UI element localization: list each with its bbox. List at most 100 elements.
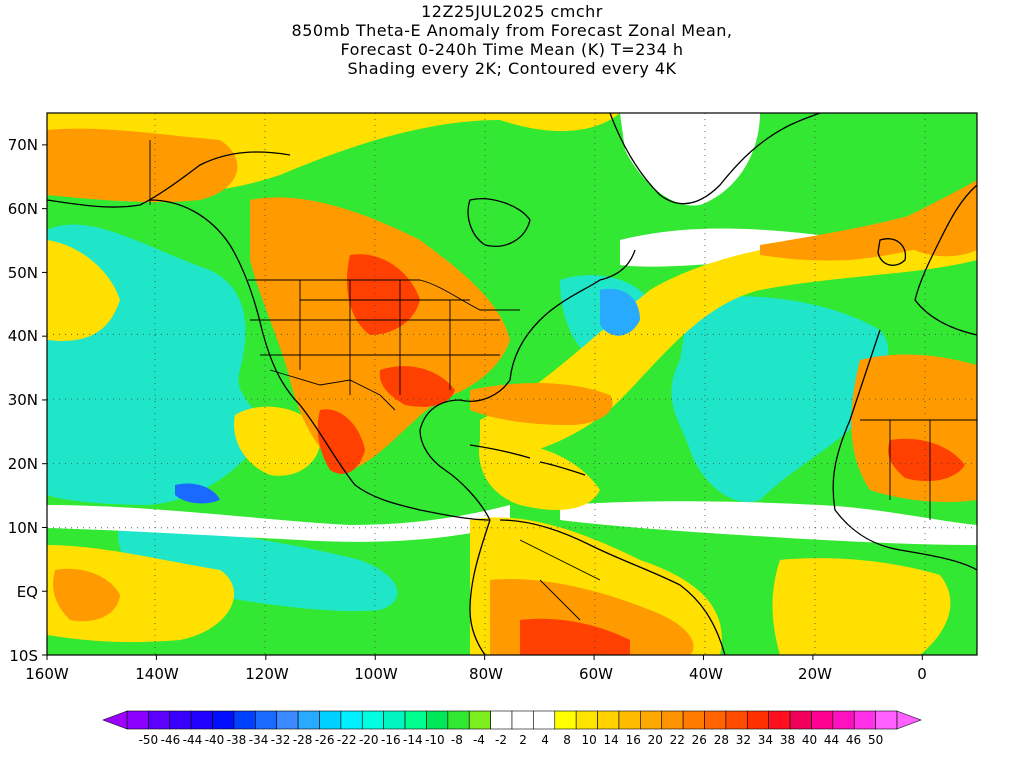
lon-label-20w: 20W — [798, 665, 832, 683]
coast-north-america-east — [509, 249, 636, 381]
colorbar-swatch-0 — [126, 710, 149, 730]
colorbar-swatch-16 — [468, 710, 491, 730]
colorbar-label-8: -26 — [315, 733, 335, 747]
colorbar-swatch-3 — [190, 710, 213, 730]
political-borders — [149, 140, 977, 621]
colorbar-swatch-9 — [319, 710, 342, 730]
coast-europe — [914, 184, 977, 336]
title-line-2: 850mb Theta-E Anomaly from Forecast Zona… — [291, 21, 733, 40]
yellow-eastern-pacific-swirl — [234, 406, 321, 476]
title-line-4: Shading every 2K; Contoured every 4K — [347, 59, 677, 78]
colorbar-swatch-15 — [447, 710, 470, 730]
border-us-canada — [248, 279, 520, 311]
coast-uk — [877, 238, 907, 266]
border-africa — [860, 419, 977, 520]
colorbar-swatch-10 — [340, 710, 363, 730]
colorbar-label-17: 2 — [519, 733, 527, 747]
colorbar-swatch-26 — [682, 710, 705, 730]
colorbar-label-26: 28 — [714, 733, 729, 747]
title-block: 12Z25JUL2025 cmchr 850mb Theta-E Anomaly… — [0, 2, 1024, 78]
colorbar: -50 -46 -44 -40 -38 -34 -32 -28 -26 -22 -20 -16 -14-… — [102, 710, 922, 747]
colorbar-label-29: 38 — [780, 733, 795, 747]
orange-europe — [900, 180, 977, 257]
colorbar-swatch-29 — [746, 710, 769, 730]
blue-spot-atlantic — [600, 288, 640, 336]
white-patch-greenland — [620, 113, 760, 206]
red-southern-us — [379, 366, 455, 407]
colorbar-swatch-8 — [297, 710, 320, 730]
title-line-1: 12Z25JUL2025 cmchr — [421, 2, 603, 21]
colorbar-swatch-34 — [853, 710, 876, 730]
colorbar-right-arrow — [896, 710, 922, 730]
colorbar-label-11: -16 — [381, 733, 401, 747]
colorbar-swatch-1 — [148, 710, 171, 730]
colorbar-swatch-33 — [832, 710, 855, 730]
colorbar-label-4: -38 — [227, 733, 247, 747]
colorbar-label-0: -50 — [139, 733, 159, 747]
lon-label-100w: 100W — [354, 665, 398, 683]
colorbar-label-18: 4 — [541, 733, 549, 747]
yellow-tropical-atlantic — [479, 440, 600, 510]
colorbar-label-28: 34 — [758, 733, 773, 747]
colorbar-swatch-25 — [661, 710, 684, 730]
colorbar-swatch-18 — [511, 710, 534, 730]
colorbar-label-10: -20 — [359, 733, 379, 747]
red-mexico — [317, 409, 365, 474]
lat-label-10s: 10S — [9, 647, 38, 665]
colorbar-swatch-32 — [811, 710, 834, 730]
yellow-east-atlantic — [772, 558, 951, 655]
coast-south-america-west — [469, 519, 491, 655]
coast-greenland — [609, 113, 821, 205]
colorbar-label-16: -2 — [495, 733, 507, 747]
lat-label-40n: 40N — [8, 327, 38, 345]
colorbar-label-32: 46 — [846, 733, 861, 747]
colorbar-swatch-24 — [640, 710, 663, 730]
colorbar-label-2: -44 — [183, 733, 203, 747]
colorbar-swatch-5 — [233, 710, 256, 730]
border-us-states-vertical — [299, 280, 451, 395]
lat-label-eq: EQ — [17, 583, 38, 601]
colorbar-swatch-14 — [426, 710, 449, 730]
title-line-3: Forecast 0-240h Time Mean (K) T=234 h — [340, 40, 684, 59]
lon-label-60w: 60W — [579, 665, 613, 683]
colorbar-label-19: 8 — [563, 733, 571, 747]
colorbar-left-arrow — [102, 710, 128, 730]
colorbar-swatch-31 — [789, 710, 812, 730]
red-south-america — [520, 618, 630, 655]
lon-label-80w: 80W — [469, 665, 503, 683]
lon-label-40w: 40W — [689, 665, 723, 683]
colorbar-label-31: 44 — [824, 733, 839, 747]
lat-label-20n: 20N — [8, 455, 38, 473]
longitude-labels: 160W 140W 120W 100W 80W 60W 40W 20W 0 — [25, 665, 927, 683]
coast-alaska-arctic — [47, 151, 291, 208]
colorbar-label-33: 50 — [868, 733, 883, 747]
colorbar-swatch-11 — [361, 710, 384, 730]
anomaly-field — [47, 113, 977, 655]
colorbar-swatch-2 — [169, 710, 192, 730]
colorbar-label-3: -40 — [205, 733, 225, 747]
lon-label-160w: 160W — [25, 665, 69, 683]
coast-north-america-west — [149, 199, 491, 521]
lat-label-30n: 30N — [8, 391, 38, 409]
lon-label-0: 0 — [917, 665, 927, 683]
yellow-north-pacific — [47, 240, 120, 341]
orange-pacific-speckles — [53, 568, 120, 622]
axis-ticks — [42, 144, 923, 660]
colorbar-swatch-27 — [704, 710, 727, 730]
colorbar-swatch-28 — [725, 710, 748, 730]
colorbar-label-22: 16 — [626, 733, 641, 747]
colorbar-label-24: 22 — [670, 733, 685, 747]
coastlines — [47, 113, 977, 655]
colorbar-swatch-17 — [490, 710, 513, 730]
coast-south-america — [499, 519, 726, 655]
lat-label-10n: 10N — [8, 519, 38, 537]
colorbar-label-15: -4 — [473, 733, 485, 747]
colorbar-label-1: -46 — [161, 733, 181, 747]
red-great-plains — [346, 254, 420, 335]
orange-gulf-atlantic — [470, 383, 613, 425]
colorbar-label-5: -34 — [249, 733, 269, 747]
colorbar-swatch-30 — [768, 710, 791, 730]
colorbar-label-13: -10 — [425, 733, 445, 747]
colorbar-swatch-13 — [404, 710, 427, 730]
